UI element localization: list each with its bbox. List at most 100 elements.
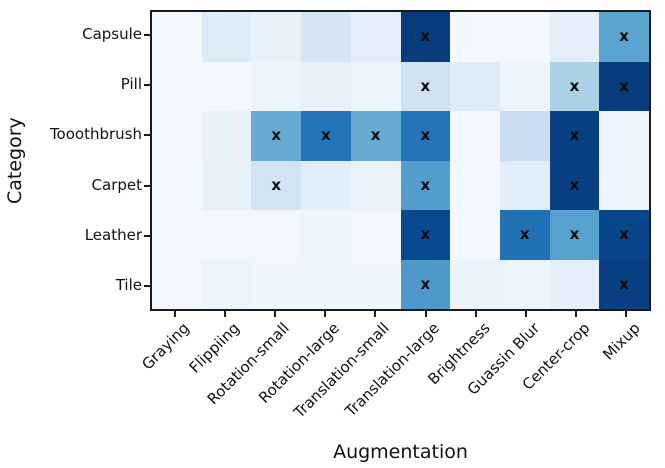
heatmap-cell (450, 111, 500, 161)
heatmap-cell: x (400, 259, 451, 309)
heatmap-cell (450, 12, 500, 62)
x-tick (624, 311, 627, 317)
heatmap-cell (599, 160, 649, 210)
heatmap-cell (450, 259, 500, 309)
x-tick (424, 311, 427, 317)
heatmap-cell: x (599, 210, 649, 260)
y-tick-label: Tooothbrush (49, 125, 142, 144)
heatmap-cell: x (251, 111, 302, 161)
x-marker: x (420, 76, 431, 95)
heatmap-cell (201, 12, 252, 62)
heatmap-grid: x x x x x x x x x x x x x x x x x x x (152, 12, 649, 309)
y-tick-label: Capsule (82, 25, 142, 44)
x-tick (574, 311, 577, 317)
heatmap-cell: x (599, 259, 649, 309)
y-tick (144, 234, 150, 237)
heatmap-cell (499, 12, 550, 62)
y-tick-label: Leather (84, 225, 142, 244)
heatmap-cell (301, 210, 351, 260)
x-marker: x (569, 225, 580, 244)
heatmap-cell (152, 160, 202, 210)
x-marker: x (569, 76, 580, 95)
y-tick (144, 34, 150, 37)
x-marker: x (619, 274, 629, 293)
y-tick (144, 84, 150, 87)
x-tick (224, 311, 227, 317)
heatmap-cell (499, 111, 550, 161)
x-marker: x (271, 126, 282, 145)
x-marker: x (420, 274, 431, 293)
x-marker: x (569, 126, 580, 145)
heatmap-cell (549, 259, 600, 309)
y-tick-label: Tile (115, 275, 142, 294)
heatmap-cell (201, 61, 252, 111)
x-marker: x (619, 76, 629, 95)
x-tick-label: Mixup (599, 319, 644, 364)
heatmap-cell: x (400, 12, 451, 62)
heatmap-cell: x (301, 111, 351, 161)
y-tick (144, 134, 150, 137)
heatmap-cell: x (549, 111, 600, 161)
heatmap-cell (251, 210, 302, 260)
heatmap-cell (301, 61, 351, 111)
x-marker: x (420, 225, 431, 244)
x-marker: x (420, 27, 431, 46)
heatmap-cell: x (499, 210, 550, 260)
heatmap-cell (599, 111, 649, 161)
heatmap-cell (152, 111, 202, 161)
x-marker: x (420, 126, 431, 145)
heatmap-cell: x (549, 160, 600, 210)
x-tick-label: Translation-large (342, 319, 444, 421)
heatmap-cell (301, 259, 351, 309)
heatmap-cell (251, 259, 302, 309)
x-tick (374, 311, 377, 317)
heatmap-cell (499, 160, 550, 210)
heatmap-cell: x (599, 12, 649, 62)
heatmap-cell (350, 12, 401, 62)
x-marker: x (569, 175, 580, 194)
heatmap-cell (350, 61, 401, 111)
heatmap-cell (499, 61, 550, 111)
heatmap-cell (152, 259, 202, 309)
y-tick-label: Pill (120, 75, 142, 94)
heatmap-cell: x (549, 61, 600, 111)
x-tick (174, 311, 177, 317)
heatmap-cell (152, 61, 202, 111)
x-marker: x (619, 225, 629, 244)
heatmap-cell (201, 111, 252, 161)
heatmap-cell: x (251, 160, 302, 210)
heatmap-cell (201, 160, 252, 210)
heatmap-cell: x (400, 111, 451, 161)
x-marker: x (619, 27, 629, 46)
heatmap-cell (450, 160, 500, 210)
x-tick (524, 311, 527, 317)
heatmap-cell (301, 12, 351, 62)
y-tick (144, 284, 150, 287)
heatmap-cell (251, 12, 302, 62)
x-axis-title: Augmentation (333, 441, 468, 463)
plot-area: x x x x x x x x x x x x x x x x x x x (150, 10, 651, 311)
heatmap-cell (152, 12, 202, 62)
x-marker: x (519, 225, 530, 244)
heatmap-cell (350, 259, 401, 309)
heatmap-cell: x (549, 210, 600, 260)
y-tick-label: Carpet (91, 175, 142, 194)
heatmap-cell (450, 210, 500, 260)
x-marker: x (271, 175, 282, 194)
x-tick (274, 311, 277, 317)
heatmap-cell (350, 210, 401, 260)
heatmap-cell (450, 61, 500, 111)
y-tick (144, 184, 150, 187)
heatmap-cell (350, 160, 401, 210)
heatmap-cell (201, 259, 252, 309)
heatmap-cell (301, 160, 351, 210)
heatmap-cell (152, 210, 202, 260)
heatmap-cell (549, 12, 600, 62)
x-marker: x (370, 126, 381, 145)
heatmap-cell: x (400, 160, 451, 210)
x-tick (474, 311, 477, 317)
heatmap-cell: x (599, 61, 649, 111)
heatmap-cell (251, 61, 302, 111)
x-tick-label: Graying (138, 319, 193, 374)
